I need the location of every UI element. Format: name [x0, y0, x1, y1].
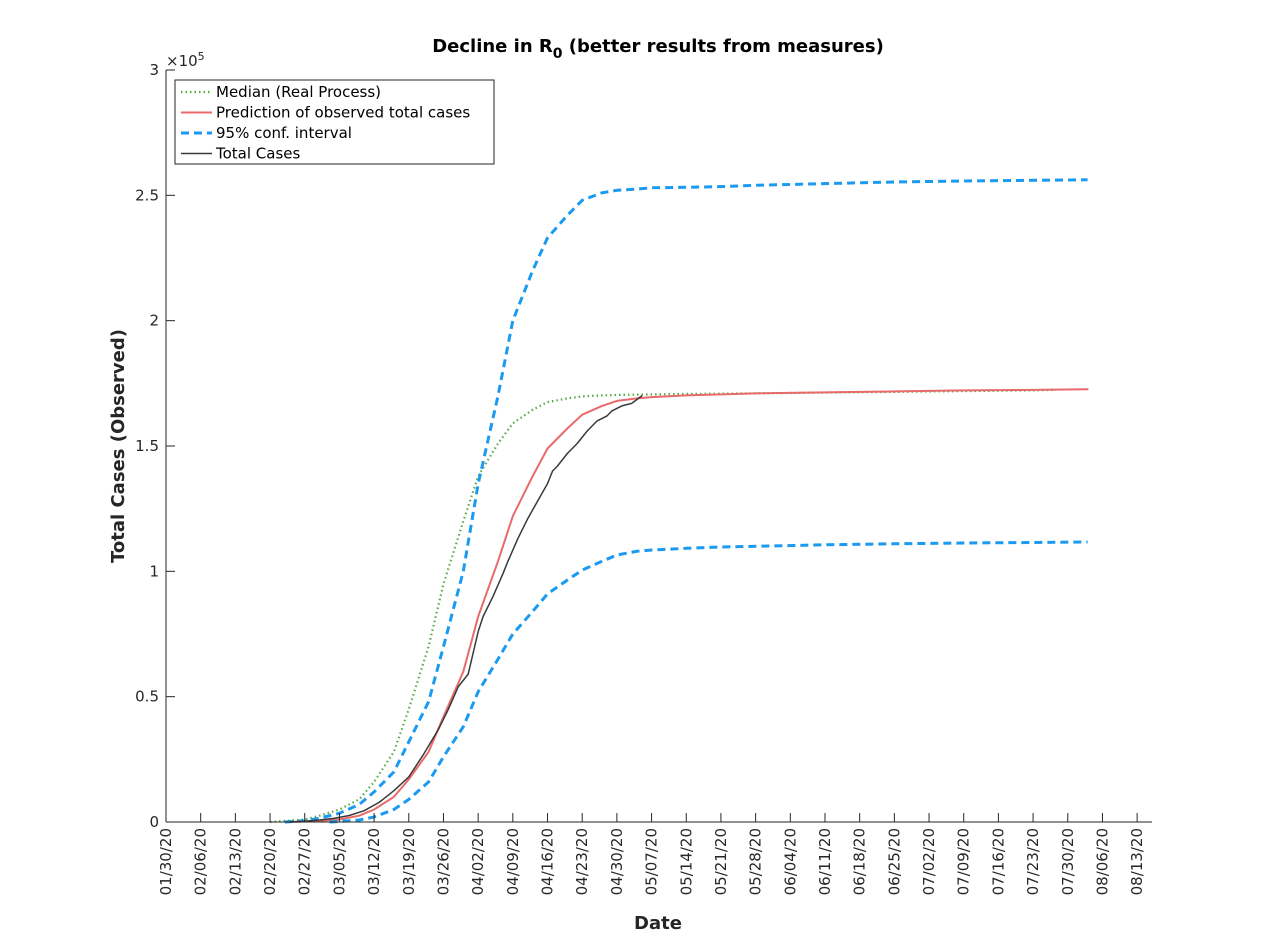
y-tick-label: 1: [149, 562, 159, 580]
series-line-3: [329, 540, 1088, 824]
y-axis-label: Total Cases (Observed): [108, 329, 129, 563]
x-tick-label: 05/07/20: [643, 828, 661, 895]
x-tick-label: 02/13/20: [226, 828, 244, 895]
x-tick-label: 04/23/20: [573, 828, 591, 895]
x-tick-label: 02/06/20: [192, 828, 210, 895]
y-exponent-label: ×105: [166, 50, 205, 70]
plot-background: [166, 70, 1152, 822]
x-tick-label: 08/06/20: [1094, 828, 1112, 895]
x-tick-label: 05/21/20: [712, 828, 730, 895]
y-tick-label: 2.5: [135, 186, 159, 204]
x-tick-label: 04/02/20: [469, 828, 487, 895]
x-tick-label: 02/27/20: [296, 828, 314, 895]
x-tick-label: 02/20/20: [261, 828, 279, 895]
x-tick-label: 07/30/20: [1059, 828, 1077, 895]
x-tick-label: 04/30/20: [608, 828, 626, 895]
legend-label-3: Total Cases: [215, 145, 301, 163]
chart-title: Decline in R0 (better results from measu…: [432, 36, 884, 62]
x-tick-label: 07/16/20: [989, 828, 1007, 895]
x-tick-label: 03/05/20: [330, 828, 348, 895]
x-tick-label: 08/13/20: [1128, 828, 1146, 895]
x-tick-label: 06/18/20: [851, 828, 869, 895]
x-tick-label: 03/26/20: [435, 828, 453, 895]
y-tick-label: 1.5: [135, 437, 159, 455]
x-tick-label: 07/02/20: [920, 828, 938, 895]
plot-area: [166, 70, 1152, 824]
x-tick-label: 05/28/20: [747, 828, 765, 895]
y-tick-label: 3: [149, 61, 159, 79]
legend-label-0: Median (Real Process): [216, 83, 381, 101]
x-tick-label: 03/19/20: [400, 828, 418, 895]
legend-label-1: Prediction of observed total cases: [216, 104, 470, 122]
y-tick-label: 0: [149, 813, 159, 831]
legend-label-2: 95% conf. interval: [216, 124, 352, 142]
legend-box: [174, 79, 495, 165]
x-tick-label: 07/23/20: [1024, 828, 1042, 895]
x-tick-label: 06/25/20: [885, 828, 903, 895]
y-tick-label: 0.5: [135, 688, 159, 706]
y-tick-label: 2: [149, 312, 159, 330]
x-tick-label: 03/12/20: [365, 828, 383, 895]
x-tick-label: 05/14/20: [677, 828, 695, 895]
series-line-2: [284, 178, 1088, 824]
series-line-0: [270, 388, 1053, 824]
x-tick-label: 07/09/20: [955, 828, 973, 895]
axes: 01/30/20 02/06/20 02/13/20 02/20/20 02/27/20…: [135, 61, 1152, 895]
legend: Median (Real Process) Prediction of obser…: [174, 79, 495, 165]
x-tick-label: 06/11/20: [816, 828, 834, 895]
x-axis-label: Date: [634, 913, 682, 934]
series-line-4: [289, 395, 643, 823]
x-tick-label: 01/30/20: [157, 828, 175, 895]
series-line-1: [288, 388, 1089, 823]
x-tick-label: 06/04/20: [781, 828, 799, 895]
x-tick-label: 04/09/20: [504, 828, 522, 895]
x-tick-label: 04/16/20: [539, 828, 557, 895]
